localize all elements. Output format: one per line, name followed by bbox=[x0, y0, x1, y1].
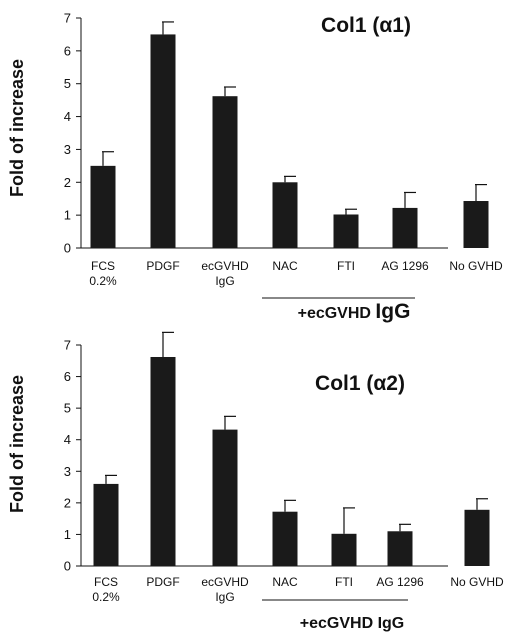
x-category-label-line: PDGF bbox=[146, 575, 179, 589]
bar bbox=[331, 533, 357, 566]
bar bbox=[333, 214, 359, 248]
y-tick-label: 2 bbox=[64, 175, 71, 190]
x-category-label-line: 0.2% bbox=[92, 590, 120, 604]
bar bbox=[212, 96, 238, 248]
y-tick-label: 6 bbox=[64, 369, 71, 384]
x-category-label: No GVHD bbox=[449, 259, 503, 273]
x-category-label: No GVHD bbox=[450, 575, 504, 589]
y-axis-label: Fold of increase bbox=[7, 375, 27, 513]
y-tick-label: 7 bbox=[64, 11, 71, 26]
y-tick-label: 4 bbox=[64, 432, 71, 447]
x-category-label-line: AG 1296 bbox=[376, 575, 424, 589]
y-tick-label: 0 bbox=[64, 559, 71, 574]
x-category-label-line: NAC bbox=[272, 575, 298, 589]
x-category-label: AG 1296 bbox=[376, 575, 424, 589]
bar bbox=[392, 207, 418, 248]
bar bbox=[212, 429, 238, 566]
y-tick-label: 1 bbox=[64, 527, 71, 542]
bar bbox=[150, 34, 176, 248]
x-category-label-line: FCS bbox=[94, 575, 118, 589]
y-tick-label: 0 bbox=[64, 241, 71, 256]
y-tick-label: 1 bbox=[64, 208, 71, 223]
x-category-label: PDGF bbox=[146, 259, 179, 273]
chart-panel-col1-alpha2: Fold of increase Col1 (α2) 0 1 2 3 4 5 6 7 FCS 0… bbox=[7, 331, 504, 632]
y-axis-label: Fold of increase bbox=[7, 59, 27, 197]
group-label: +ecGVHD IgG bbox=[298, 300, 411, 323]
bar bbox=[272, 511, 298, 566]
x-category-label: ecGVHD IgG bbox=[201, 575, 249, 604]
x-category-label: NAC bbox=[272, 259, 298, 273]
bar bbox=[464, 509, 490, 566]
bar bbox=[93, 483, 119, 566]
chart-panel-col1-alpha1: Fold of increase Col1 (α1) 0 1 2 3 4 5 6 7 FCS 0… bbox=[7, 11, 503, 324]
bar bbox=[387, 531, 413, 566]
x-category-label: FCS 0.2% bbox=[89, 259, 117, 288]
bar bbox=[90, 165, 116, 248]
group-label-prefix: +ecGVHD bbox=[298, 305, 376, 322]
x-category-label: ecGVHD IgG bbox=[201, 259, 249, 288]
x-category-label-line: No GVHD bbox=[449, 259, 503, 273]
bar bbox=[463, 201, 489, 248]
y-tick-label: 5 bbox=[64, 401, 71, 416]
bar bbox=[272, 182, 298, 248]
x-category-label-line: 0.2% bbox=[89, 274, 117, 288]
y-tick-label: 4 bbox=[64, 109, 71, 124]
y-tick-label: 2 bbox=[64, 495, 71, 510]
group-label: +ecGVHD IgG bbox=[300, 615, 404, 632]
x-category-label-line: ecGVHD bbox=[201, 575, 249, 589]
x-category-label-line: FCS bbox=[91, 259, 115, 273]
x-category-label: FCS 0.2% bbox=[92, 575, 120, 604]
y-tick-label: 7 bbox=[64, 338, 71, 353]
x-category-label: NAC bbox=[272, 575, 298, 589]
x-category-label-line: FTI bbox=[337, 259, 355, 273]
x-category-label-line: PDGF bbox=[146, 259, 179, 273]
group-label-prefix: +ecGVHD IgG bbox=[300, 615, 404, 632]
y-tick-label: 5 bbox=[64, 76, 71, 91]
y-tick-label: 6 bbox=[64, 43, 71, 58]
x-category-label: AG 1296 bbox=[381, 259, 429, 273]
x-category-label: PDGF bbox=[146, 575, 179, 589]
x-category-label: FTI bbox=[337, 259, 355, 273]
y-tick-label: 3 bbox=[64, 464, 71, 479]
chart-title: Col1 (α1) bbox=[321, 14, 411, 37]
x-category-label-line: FTI bbox=[335, 575, 353, 589]
x-category-label-line: ecGVHD bbox=[201, 259, 249, 273]
bar bbox=[150, 356, 176, 566]
x-category-label-line: IgG bbox=[215, 274, 234, 288]
x-category-label-line: NAC bbox=[272, 259, 298, 273]
x-category-label-line: AG 1296 bbox=[381, 259, 429, 273]
chart-title: Col1 (α2) bbox=[315, 372, 405, 395]
x-category-label: FTI bbox=[335, 575, 353, 589]
group-label-emphasis: IgG bbox=[375, 300, 410, 323]
x-category-label-line: IgG bbox=[215, 590, 234, 604]
y-tick-label: 3 bbox=[64, 142, 71, 157]
x-category-label-line: No GVHD bbox=[450, 575, 504, 589]
